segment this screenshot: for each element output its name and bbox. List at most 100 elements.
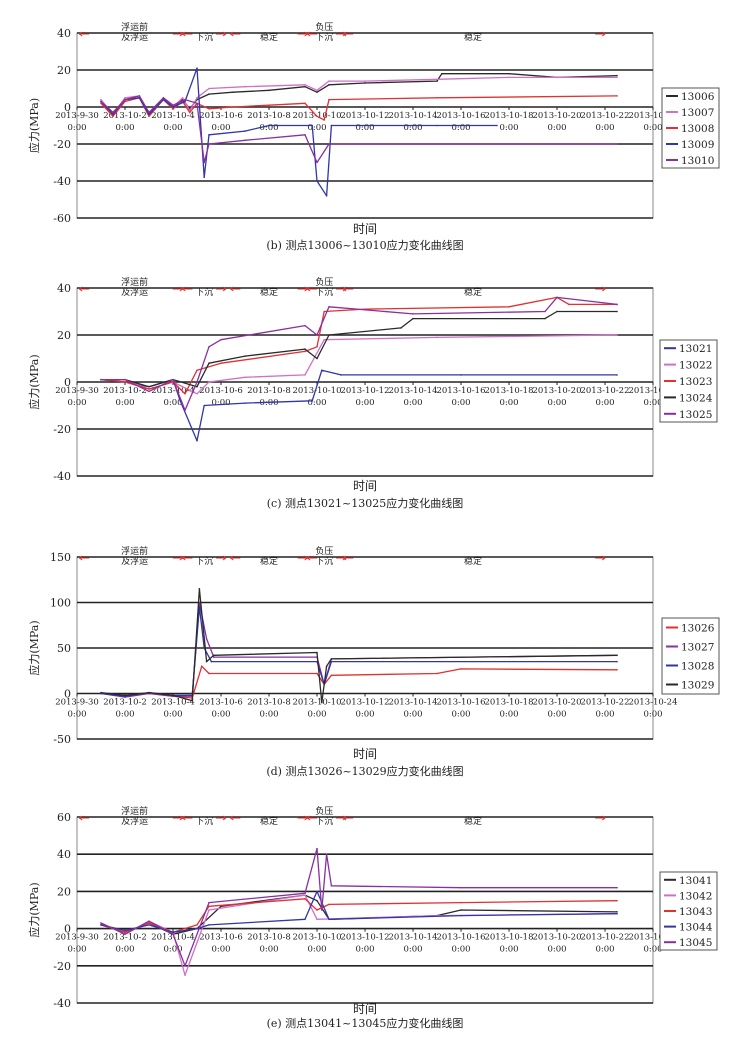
chart-caption: (b) 测点13006~13010应力变化曲线图 [266, 238, 463, 252]
x-tick-label: 2013-10-14 [388, 386, 437, 396]
x-tick-time: 0:00 [403, 398, 422, 408]
data-point-13007 [436, 78, 438, 81]
phase-arrow-left-icon [342, 31, 354, 37]
data-point-13045 [172, 933, 174, 935]
data-point-13021 [311, 400, 314, 402]
data-point-13021 [460, 374, 462, 376]
data-point-13045 [325, 853, 328, 855]
data-point-13029 [148, 691, 150, 694]
x-tick-label: 2013-10-10 [292, 933, 341, 943]
data-point-13029 [172, 694, 174, 697]
x-axis-label: 时间 [353, 747, 377, 761]
legend-label: 13008 [681, 123, 714, 135]
chart-caption: (c) 测点13021~13025应力变化曲线图 [267, 496, 463, 510]
x-tick-time: 0:00 [259, 710, 278, 720]
data-point-13023 [316, 345, 318, 348]
data-point-13021 [244, 402, 246, 404]
series-line-13028 [100, 606, 617, 697]
phase-label: 下沉 [315, 287, 333, 298]
data-point-13024 [616, 310, 618, 313]
data-point-13007 [316, 89, 318, 92]
data-point-13029 [191, 699, 193, 702]
x-tick-label: 2013-10-18 [484, 698, 533, 708]
x-tick-time: 0:00 [259, 945, 278, 955]
data-point-13006 [208, 93, 210, 95]
phase-arrow-left-icon [342, 555, 354, 561]
data-point-13025 [412, 313, 414, 315]
data-point-13023 [124, 381, 126, 383]
data-point-13007 [100, 98, 102, 101]
data-point-13006 [508, 72, 510, 75]
chart-e: 60 40 20 0 -20 -40 2013-9-30 0:00 2013-10-2 0:00 2… [27, 805, 718, 1030]
phase-label: 稳定 [260, 286, 278, 298]
x-tick-label: 2013-10-10 [292, 386, 341, 396]
x-tick-label: 2013-10-12 [340, 386, 389, 396]
data-point-13025 [220, 338, 222, 341]
y-tick-label: 40 [57, 282, 71, 295]
data-point-13044 [328, 918, 330, 921]
x-tick-label: 2013-10-22 [580, 386, 629, 396]
x-tick-label: 2013-10-18 [484, 386, 533, 396]
x-tick-time: 0:00 [115, 398, 134, 408]
phase-arrow-left-icon [306, 31, 318, 37]
phase-label: 下沉 [195, 287, 213, 298]
data-point-13022 [304, 374, 306, 376]
y-tick-label: 20 [57, 885, 71, 898]
data-point-13022 [436, 336, 438, 339]
data-point-13041 [460, 909, 462, 911]
phase-arrow-left-icon [230, 31, 241, 37]
y-tick-label: -40 [53, 997, 71, 1010]
phase-arrow-right-icon [595, 286, 606, 292]
legend-label: 13023 [679, 376, 712, 388]
data-point-13024 [556, 310, 558, 313]
phase-label: 下沉 [195, 556, 213, 567]
data-point-13009 [244, 130, 246, 132]
x-tick-label: 2013-9-30 [55, 386, 99, 396]
data-point-13043 [616, 899, 618, 902]
data-point-13009 [196, 67, 198, 69]
x-tick-time: 0:00 [403, 945, 422, 955]
y-axis-label: 应力(MPa) [27, 882, 41, 937]
x-tick-time: 0:00 [163, 123, 182, 133]
x-tick-time: 0:00 [547, 710, 566, 720]
phase-arrow-right-icon [216, 555, 227, 561]
data-point-13010 [316, 161, 318, 164]
x-tick-label: 2013-10-12 [340, 111, 389, 121]
data-point-13025 [148, 390, 150, 393]
series-line-13027 [100, 601, 618, 698]
x-axis-label: 时间 [353, 479, 377, 493]
y-axis-label: 应力(MPa) [27, 354, 41, 409]
data-point-13006 [441, 72, 443, 75]
data-point-13028 [210, 660, 213, 663]
data-point-13043 [124, 931, 126, 934]
chart-d: 150 100 50 0 -50 2013-9-30 0:00 2013-10-2 0:00 20… [27, 545, 720, 778]
x-tick-time: 0:00 [499, 945, 518, 955]
data-point-13006 [316, 91, 318, 93]
data-point-13025 [100, 378, 102, 381]
y-tick-label: 150 [50, 551, 71, 564]
phase-arrow-right-icon [595, 815, 606, 821]
phase-arrow-left-icon [182, 31, 193, 37]
x-tick-label: 2013-10-22 [580, 111, 629, 121]
x-tick-time: 0:00 [115, 123, 134, 133]
phase-arrow-left-icon [306, 815, 318, 821]
x-tick-label: 2013-10-8 [247, 111, 291, 121]
data-point-13026 [436, 672, 438, 675]
data-point-13010 [124, 98, 126, 101]
x-tick-label: 2013-10-22 [580, 698, 629, 708]
x-tick-time: 0:00 [499, 398, 518, 408]
series-line-13029 [100, 588, 618, 704]
data-point-13009 [316, 180, 318, 182]
data-point-13029 [205, 660, 208, 663]
y-axis-label: 应力(MPa) [27, 620, 41, 675]
data-point-13042 [316, 918, 318, 921]
x-tick-time: 0:00 [595, 945, 614, 955]
x-tick-time: 0:00 [451, 398, 470, 408]
x-tick-time: 0:00 [451, 123, 470, 133]
data-point-13043 [316, 909, 318, 911]
data-point-13009 [496, 124, 498, 127]
y-tick-label: 0 [64, 101, 71, 114]
data-point-13042 [184, 974, 186, 976]
data-point-13045 [460, 886, 462, 889]
data-point-13026 [201, 665, 203, 667]
